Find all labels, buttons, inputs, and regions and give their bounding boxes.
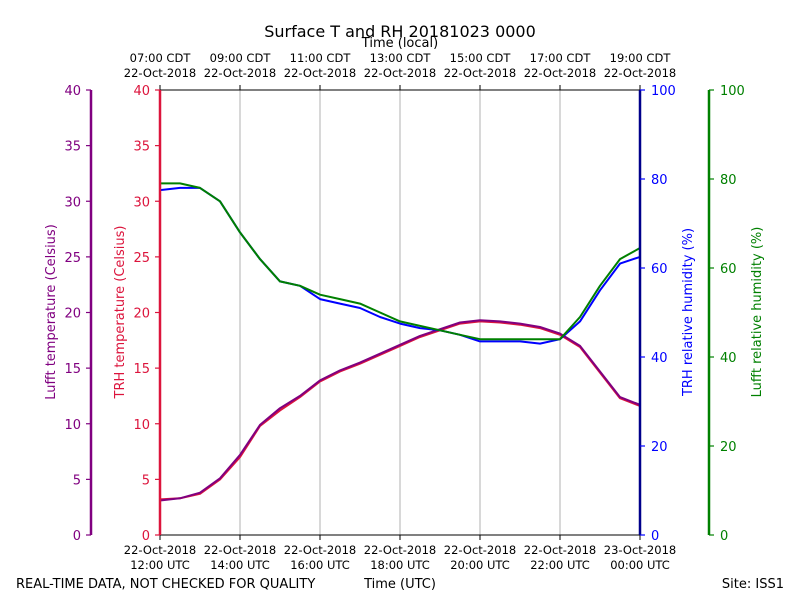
top-tick-label-time: 19:00 CDT	[610, 51, 672, 65]
quality-disclaimer: REAL-TIME DATA, NOT CHECKED FOR QUALITY	[16, 577, 315, 592]
site-label: Site: ISS1	[722, 577, 784, 592]
y-tick-label: 60	[651, 262, 668, 277]
top-tick-label-date: 22-Oct-2018	[284, 66, 356, 80]
trh-temp-axis-label: TRH temperature (Celsius)	[113, 226, 128, 400]
y-tick-label: 0	[720, 529, 728, 544]
x-tick-label-time: 18:00 UTC	[370, 558, 430, 572]
y-tick-label: 100	[720, 84, 745, 99]
y-tick-label: 25	[64, 251, 81, 266]
y-tick-label: 35	[133, 140, 150, 155]
x-tick-label-time: 22:00 UTC	[530, 558, 590, 572]
y-tick-label: 10	[64, 418, 81, 433]
top-tick-label-date: 22-Oct-2018	[444, 66, 516, 80]
y-tick-label: 25	[133, 251, 150, 266]
y-tick-label: 40	[133, 84, 150, 99]
trh-rh-axis-label: TRH relative humidity (%)	[681, 228, 696, 397]
y-tick-label: 5	[73, 473, 81, 488]
lufft-temp-axis-label: Lufft temperature (Celsius)	[44, 224, 59, 400]
y-tick-label: 30	[133, 195, 150, 210]
x-tick-label-date: 22-Oct-2018	[364, 543, 436, 557]
y-tick-label: 35	[64, 140, 81, 155]
y-tick-label: 60	[720, 262, 737, 277]
bottom-axis-label: Time (UTC)	[363, 577, 436, 592]
y-tick-label: 100	[651, 84, 676, 99]
top-axis-label: Time (local)	[361, 36, 438, 51]
x-tick-label-time: 14:00 UTC	[210, 558, 270, 572]
x-tick-label-date: 22-Oct-2018	[124, 543, 196, 557]
series-line-1	[159, 319, 641, 502]
y-tick-label: 15	[64, 362, 81, 377]
gridlines	[239, 90, 561, 535]
y-tick-label: 40	[720, 351, 737, 366]
y-tick-label: 10	[133, 418, 150, 433]
x-tick-label-time: 00:00 UTC	[610, 558, 670, 572]
top-tick-label-time: 13:00 CDT	[370, 51, 432, 65]
top-tick-label-date: 22-Oct-2018	[204, 66, 276, 80]
x-tick-label-date: 22-Oct-2018	[524, 543, 596, 557]
x-tick-label-time: 20:00 UTC	[450, 558, 510, 572]
y-tick-label: 40	[651, 351, 668, 366]
x-tick-label-date: 22-Oct-2018	[204, 543, 276, 557]
y-tick-label: 30	[64, 195, 81, 210]
top-tick-label-date: 22-Oct-2018	[364, 66, 436, 80]
x-tick-label-date: 22-Oct-2018	[284, 543, 356, 557]
top-tick-label-time: 09:00 CDT	[210, 51, 272, 65]
top-tick-label-date: 22-Oct-2018	[604, 66, 676, 80]
y-tick-label: 40	[64, 84, 81, 99]
y-tick-label: 0	[73, 529, 81, 544]
chart-title: Surface T and RH 20181023 0000	[264, 22, 536, 41]
x-tick-label-time: 12:00 UTC	[130, 558, 190, 572]
series-line-0	[159, 320, 641, 501]
lufft-rh-axis-label: Lufft relative humidity (%)	[750, 227, 765, 398]
top-tick-label-date: 22-Oct-2018	[124, 66, 196, 80]
top-tick-label-time: 11:00 CDT	[290, 51, 352, 65]
x-tick-label-date: 22-Oct-2018	[444, 543, 516, 557]
y-tick-label: 15	[133, 362, 150, 377]
y-tick-label: 80	[720, 173, 737, 188]
y-tick-label: 20	[651, 440, 668, 455]
top-tick-label-date: 22-Oct-2018	[524, 66, 596, 80]
y-tick-label: 0	[142, 529, 150, 544]
x-tick-label-time: 16:00 UTC	[290, 558, 350, 572]
y-tick-label: 5	[142, 473, 150, 488]
y-tick-label: 20	[64, 307, 81, 322]
series-group	[159, 182, 641, 502]
y-tick-label: 20	[133, 307, 150, 322]
top-tick-label-time: 07:00 CDT	[130, 51, 192, 65]
y-tick-label: 20	[720, 440, 737, 455]
top-tick-label-time: 17:00 CDT	[530, 51, 592, 65]
x-tick-label-date: 23-Oct-2018	[604, 543, 676, 557]
top-tick-label-time: 15:00 CDT	[450, 51, 512, 65]
y-tick-label: 80	[651, 173, 668, 188]
y-tick-label: 0	[651, 529, 659, 544]
series-line-3	[160, 182, 641, 341]
